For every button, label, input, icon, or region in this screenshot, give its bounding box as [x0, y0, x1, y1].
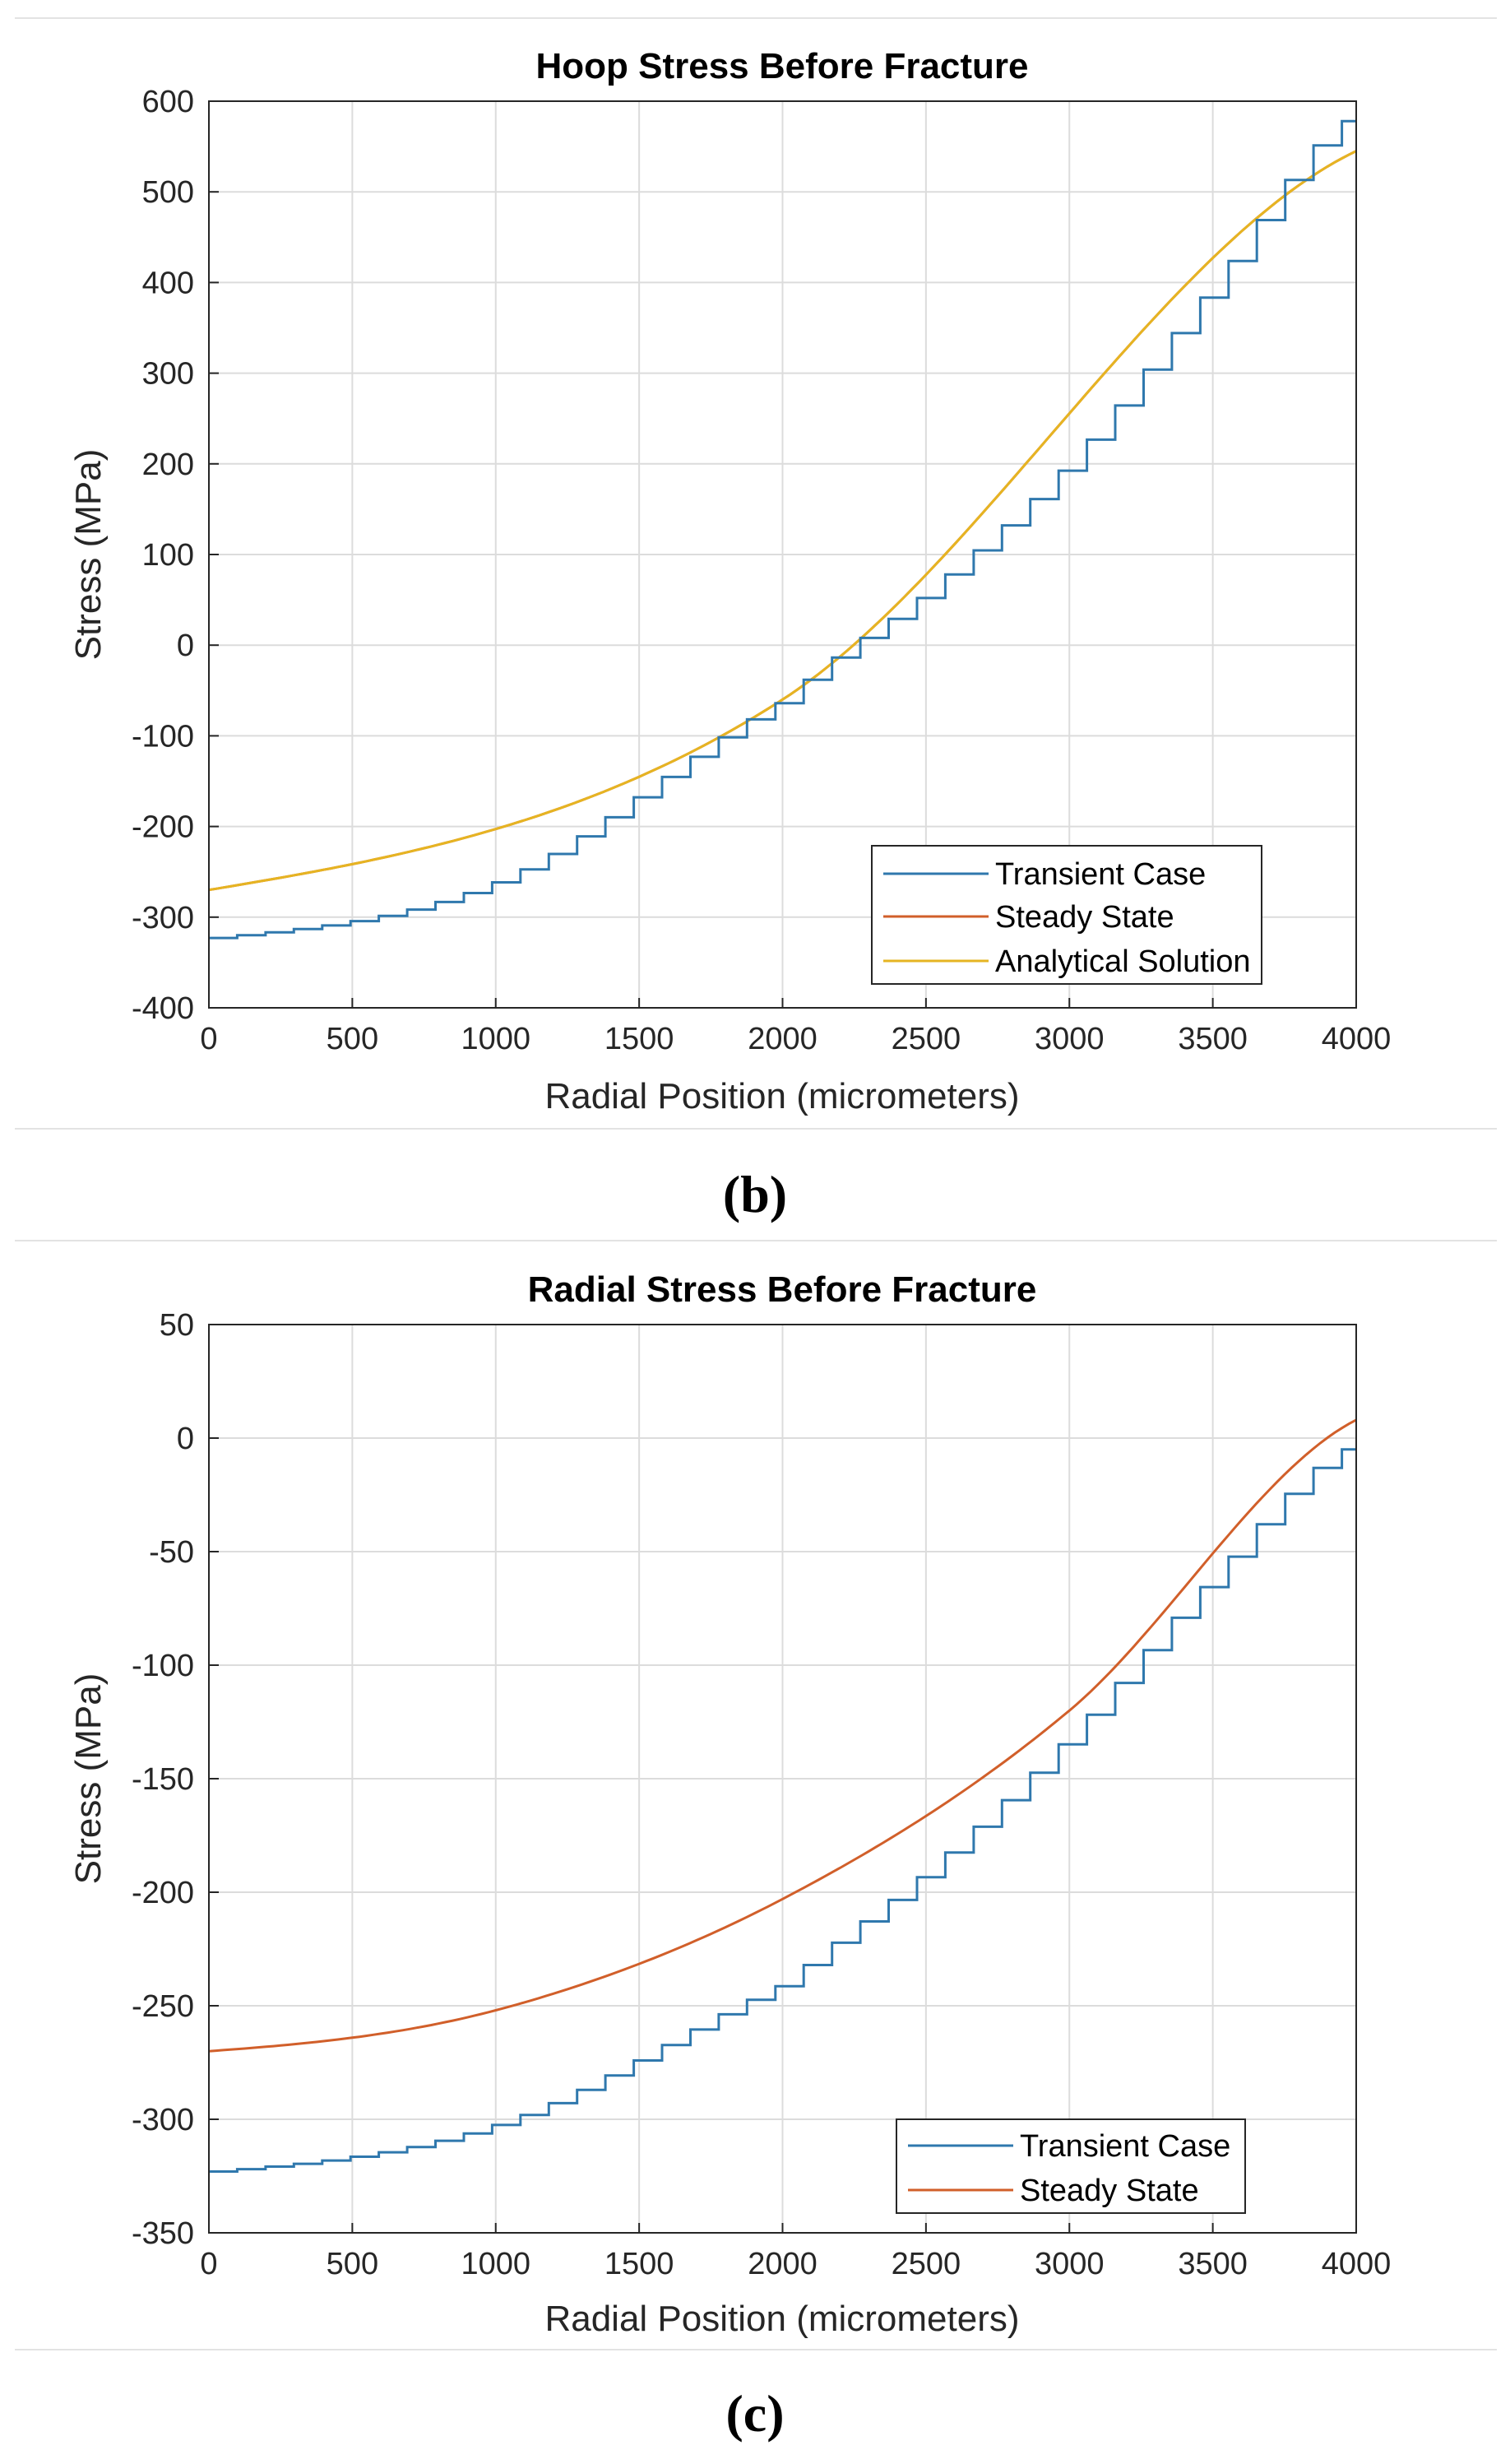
x-tick-label: 2000 [748, 1022, 818, 1056]
chart-title: Hoop Stress Before Fracture [535, 46, 1028, 86]
grid-lines [208, 1324, 1357, 2234]
y-tick-label: 0 [177, 1422, 194, 1456]
series-lines [208, 119, 1357, 940]
y-tick-label: 50 [160, 1308, 194, 1343]
legend: Transient Case Steady State [896, 2118, 1246, 2214]
y-tick-label: -150 [132, 1762, 194, 1797]
y-tick-label: 100 [142, 538, 194, 573]
y-tick-label: -200 [132, 1876, 194, 1910]
series-line-steady-state [208, 1418, 1357, 2053]
chart-title: Radial Stress Before Fracture [528, 1269, 1037, 1310]
hoop-stress-chart: 0 500 1000 1500 2000 2500 3000 3500 4000-400-300… [68, 46, 1391, 1223]
x-tick-label: 0 [200, 1022, 217, 1056]
x-tick-label: 4000 [1322, 1022, 1392, 1056]
legend: Transient Case Steady State Analytical S… [871, 845, 1262, 985]
legend-label-steady: Steady State [1020, 2174, 1199, 2208]
x-tick-label: 2500 [892, 1022, 961, 1056]
series-lines [208, 1418, 1357, 2173]
x-tick-label: 3500 [1178, 1022, 1248, 1056]
y-tick-label: -250 [132, 1989, 194, 2024]
y-tick-label: -300 [132, 2103, 194, 2137]
y-tick-label: -350 [132, 2216, 194, 2251]
x-tick-label: 2000 [748, 2247, 818, 2281]
series-line-transient-case [209, 1448, 1356, 2173]
y-axis-label: Stress (MPa) [68, 449, 109, 661]
x-tick-label: 1000 [461, 2247, 530, 2281]
x-tick-label: 3500 [1178, 2247, 1248, 2281]
legend-label-analytical: Analytical Solution [995, 944, 1251, 979]
series-line-transient-case [209, 119, 1356, 940]
x-tick-label: 1500 [604, 2247, 674, 2281]
x-tick-label: 1500 [604, 1022, 674, 1056]
y-tick-label: 400 [142, 266, 194, 300]
x-axis-label: Radial Position (micrometers) [544, 1076, 1019, 1116]
x-tick-label: 3000 [1035, 1022, 1105, 1056]
axis-ticks: 0 500 1000 1500 2000 2500 3000 3500 4000-400-300… [132, 85, 1391, 1056]
legend-label-transient: Transient Case [995, 857, 1206, 892]
y-tick-label: -300 [132, 901, 194, 935]
y-tick-label: -50 [149, 1535, 194, 1570]
y-tick-label: 600 [142, 85, 194, 119]
x-axis-label: Radial Position (micrometers) [544, 2299, 1019, 2339]
series-line-analytical-solution [208, 150, 1357, 892]
x-tick-label: 0 [200, 2247, 217, 2281]
y-tick-label: -100 [132, 1649, 194, 1683]
x-tick-label: 4000 [1322, 2247, 1392, 2281]
legend-box [896, 2118, 1246, 2214]
x-tick-label: 1000 [461, 1022, 530, 1056]
y-tick-label: -400 [132, 991, 194, 1026]
x-tick-label: 500 [327, 2247, 378, 2281]
y-tick-label: 0 [177, 629, 194, 663]
y-tick-label: 300 [142, 357, 194, 392]
legend-label-transient: Transient Case [1020, 2129, 1230, 2164]
panel-caption-c: (c) [725, 2384, 784, 2443]
radial-stress-chart: 0 500 1000 1500 2000 2500 3000 3500 4000-350-300… [68, 1269, 1391, 2443]
x-tick-label: 2500 [892, 2247, 961, 2281]
y-tick-label: -100 [132, 719, 194, 754]
x-tick-label: 3000 [1035, 2247, 1105, 2281]
y-tick-label: 200 [142, 448, 194, 482]
axis-ticks: 0 500 1000 1500 2000 2500 3000 3500 4000-350-300… [132, 1308, 1391, 2281]
legend-label-steady: Steady State [995, 900, 1174, 935]
y-axis-label: Stress (MPa) [68, 1673, 109, 1885]
y-tick-label: 500 [142, 175, 194, 210]
x-tick-label: 500 [327, 1022, 378, 1056]
y-tick-label: -200 [132, 810, 194, 845]
panel-caption-b: (b) [723, 1165, 787, 1223]
